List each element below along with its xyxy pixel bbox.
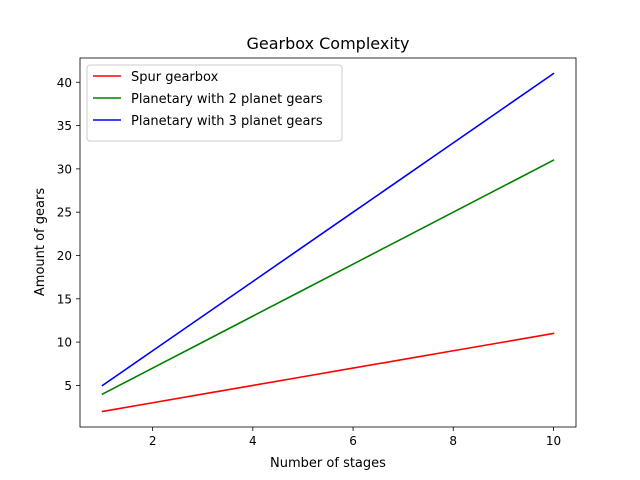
y-tick-label: 20: [57, 249, 72, 263]
y-tick-label: 25: [57, 206, 72, 220]
legend-entry-label: Planetary with 2 planet gears: [131, 92, 323, 107]
y-tick-label: 30: [57, 162, 72, 176]
y-tick-label: 35: [57, 119, 72, 133]
series-line-2: [101, 72, 555, 387]
legend-entry-label: Spur gearbox: [131, 70, 219, 85]
y-tick-label: 15: [57, 292, 72, 306]
x-tick-label: 6: [349, 434, 357, 448]
legend-entry-label: Planetary with 3 planet gears: [131, 114, 323, 129]
y-tick-label: 5: [64, 379, 72, 393]
y-tick-label: 40: [57, 76, 72, 90]
x-tick-label: 8: [449, 434, 457, 448]
y-tick-label: 10: [57, 336, 72, 350]
x-tick-label: 2: [149, 434, 157, 448]
x-tick-label: 4: [249, 434, 257, 448]
x-axis-label: Number of stages: [270, 456, 386, 471]
axes: 2 4 6 8 10 5 10 15 20 25 30 35 40: [57, 57, 577, 448]
series-line-0: [101, 332, 555, 413]
legend-box: [86, 64, 343, 142]
plot-area: [101, 72, 555, 413]
legend: Spur gearbox Planetary with 2 planet gear…: [86, 64, 343, 142]
chart-title: Gearbox Complexity: [247, 34, 410, 53]
x-tick-label: 10: [546, 434, 561, 448]
y-axis-label: Amount of gears: [33, 188, 48, 296]
plot-frame: [79, 57, 577, 428]
series-line-1: [101, 159, 555, 396]
